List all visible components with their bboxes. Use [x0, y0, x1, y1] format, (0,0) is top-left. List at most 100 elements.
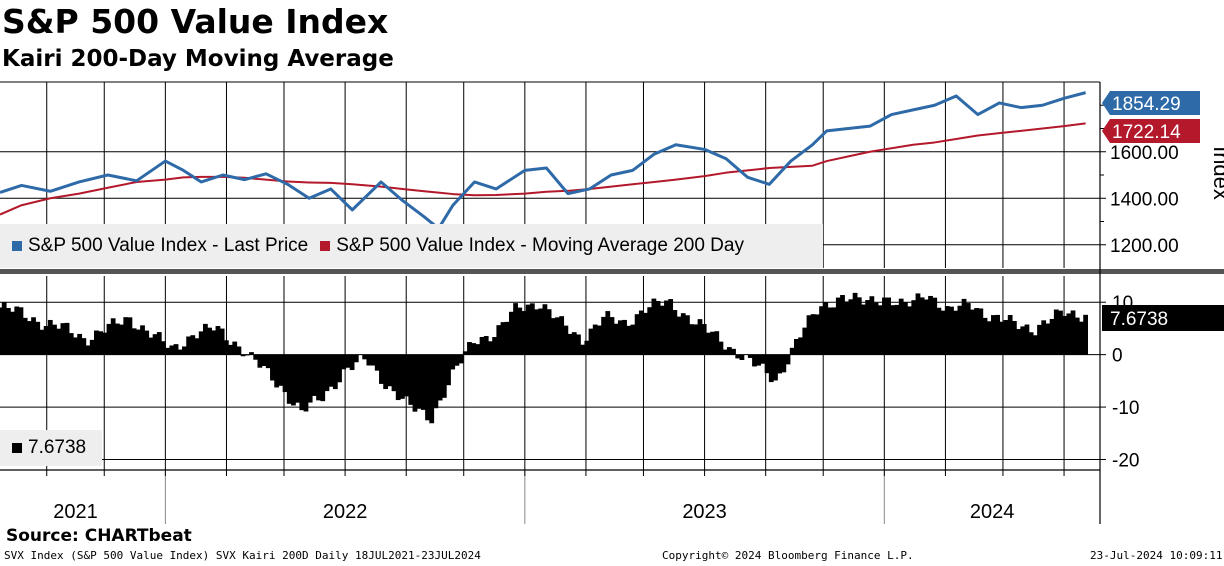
kairi-bar-172 [718, 341, 724, 355]
kairi-bar-115 [479, 336, 485, 355]
kairi-bar-163 [680, 313, 686, 355]
kairi-bar-147 [613, 323, 619, 355]
kairi-bar-118 [492, 337, 497, 355]
kairi-bar-151 [630, 324, 636, 355]
kairi-bar-253 [1058, 310, 1063, 355]
kairi-bar-166 [693, 324, 699, 355]
kairi-bar-256 [1070, 310, 1076, 355]
kairi-bar-23 [94, 330, 99, 355]
kairi-bar-235 [982, 317, 988, 355]
price-legend-label: S&P 500 Value Index - Last Price [28, 235, 309, 256]
kairi-bar-227 [949, 306, 954, 355]
kairi-bar-54 [223, 340, 229, 355]
kairi-bar-187 [781, 354, 787, 373]
kairi-last-tag [1102, 305, 1224, 331]
price-last-label: 1854.29 [1112, 94, 1181, 115]
kairi-bar-11 [43, 325, 49, 355]
kairi-bar-242 [1011, 321, 1017, 355]
kairi-bar-214 [894, 304, 900, 355]
kairi-bar-198 [827, 307, 833, 355]
ma-legend-label: S&P 500 Value Index - Moving Average 200… [336, 235, 744, 256]
kairi-bar-134 [559, 316, 565, 355]
kairi-bar-30 [123, 317, 129, 355]
ytick-label-bottom-3: -20 [1112, 451, 1139, 472]
kairi-bar-207 [865, 300, 871, 355]
kairi-bar-186 [777, 354, 783, 374]
kairi-bar-97 [404, 354, 409, 397]
ytick-label-top-0: 1200.00 [1110, 236, 1179, 257]
kairi-bar-168 [701, 324, 707, 355]
kairi-bar-224 [936, 307, 942, 355]
kairi-bar-123 [513, 303, 518, 355]
kairi-bar-215 [898, 298, 904, 355]
kairi-bar-91 [379, 354, 384, 384]
kairi-bar-176 [735, 354, 741, 359]
kairi-bar-68 [282, 354, 288, 393]
kairi-bar-21 [85, 345, 91, 355]
kairi-bar-137 [571, 332, 577, 355]
kairi-legend-swatch [12, 443, 22, 453]
ytick-label-top-2: 1600.00 [1110, 143, 1179, 164]
kairi-bar-96 [400, 354, 405, 399]
kairi-bar-130 [542, 304, 548, 355]
kairi-bar-217 [907, 306, 912, 355]
kairi-bar-39 [161, 341, 166, 355]
kairi-bar-0 [0, 307, 3, 355]
kairi-bar-70 [291, 354, 296, 406]
kairi-bar-99 [412, 354, 418, 412]
chart-subtitle: Kairi 200-Day Moving Average [2, 46, 394, 72]
kairi-bar-80 [332, 354, 338, 390]
kairi-bar-245 [1024, 324, 1030, 355]
kairi-bar-85 [353, 354, 359, 363]
kairi-bar-31 [127, 317, 133, 355]
kairi-bar-79 [328, 354, 334, 387]
kairi-bar-234 [978, 308, 984, 355]
kairi-bar-136 [567, 333, 573, 355]
kairi-bar-22 [89, 339, 95, 355]
kairi-bar-254 [1062, 315, 1068, 355]
kairi-bar-122 [508, 311, 514, 355]
kairi-bar-32 [131, 328, 137, 355]
kairi-bar-113 [471, 343, 477, 355]
kairi-bar-16 [64, 322, 70, 355]
kairi-bar-12 [47, 319, 53, 355]
kairi-bar-48 [198, 331, 204, 355]
kairi-bar-53 [219, 328, 225, 355]
kairi-bar-41 [169, 345, 175, 355]
panel-divider [0, 269, 1224, 274]
kairi-bar-238 [995, 314, 1000, 355]
kairi-bar-62 [257, 354, 263, 368]
kairi-bar-131 [546, 309, 552, 355]
kairi-bar-226 [944, 306, 950, 355]
kairi-bar-173 [722, 349, 728, 355]
kairi-bar-14 [56, 328, 62, 355]
kairi-bar-183 [764, 354, 770, 374]
price-last-tag [1102, 91, 1200, 115]
ma-legend-swatch [320, 241, 331, 251]
kairi-bar-210 [877, 305, 883, 355]
kairi-bar-194 [810, 314, 816, 355]
kairi-bar-109 [454, 354, 460, 366]
kairi-bar-114 [475, 344, 481, 355]
kairi-bar-180 [752, 354, 757, 367]
kairi-bar-50 [207, 327, 212, 355]
kairi-bar-84 [349, 354, 355, 371]
kairi-bar-213 [890, 305, 896, 355]
kairi-bar-209 [873, 302, 879, 355]
kairi-bar-47 [194, 338, 200, 355]
chart-title: S&P 500 Value Index [2, 2, 389, 41]
xtick-label-2022: 2022 [323, 501, 368, 523]
kairi-bar-236 [986, 321, 992, 355]
kairi-bar-244 [1020, 326, 1026, 355]
kairi-bar-27 [110, 318, 116, 355]
kairi-bar-145 [605, 311, 611, 355]
kairi-bar-98 [408, 354, 414, 405]
kairi-bar-143 [597, 325, 602, 355]
kairi-bar-59 [244, 354, 250, 356]
ytick-label-bottom-1: 0 [1112, 346, 1123, 367]
kairi-bar-25 [102, 332, 108, 355]
kairi-bar-107 [446, 354, 451, 386]
kairi-bar-104 [433, 354, 439, 409]
kairi-bar-38 [156, 332, 162, 355]
kairi-bar-252 [1053, 309, 1059, 355]
